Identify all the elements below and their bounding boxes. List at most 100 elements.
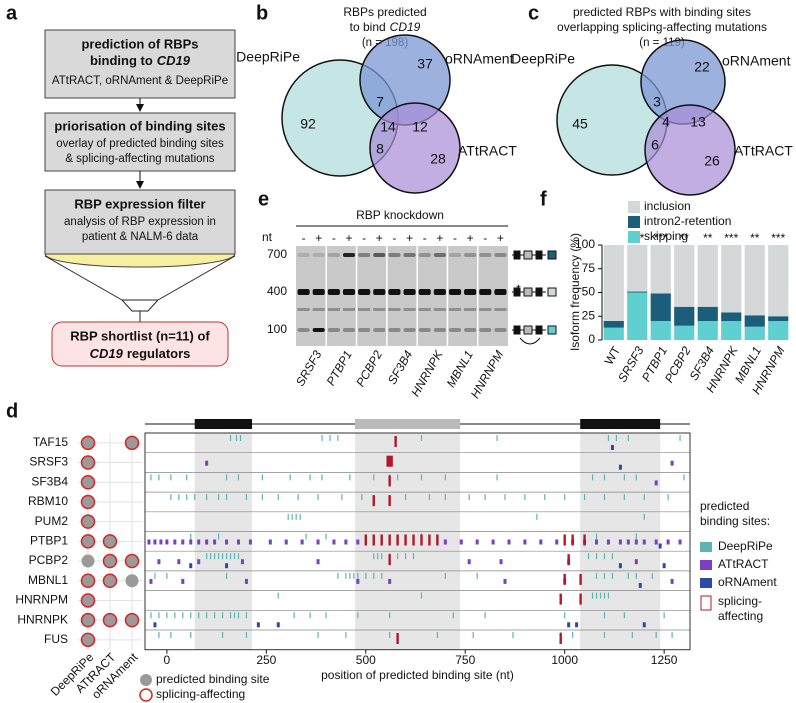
binding-site <box>491 539 495 545</box>
band <box>373 253 386 257</box>
rbp-label: SRSF3 <box>29 455 68 469</box>
binding-site <box>539 539 543 545</box>
lane-sign: + <box>406 231 413 245</box>
binding-site <box>337 435 339 441</box>
box-title: binding to CD19 <box>90 53 191 68</box>
count: 4 <box>662 114 670 130</box>
gene-label: PTBP1 <box>324 348 355 388</box>
legend-label: splicing-affecting <box>156 687 245 701</box>
bar-segment <box>603 321 624 328</box>
binding-site <box>603 572 606 579</box>
binding-site <box>444 474 446 481</box>
binding-site <box>295 513 297 520</box>
lane-sign: - <box>453 231 457 245</box>
binding-site <box>599 592 602 599</box>
binding-site <box>572 632 574 638</box>
band <box>464 253 477 257</box>
matrix-dot <box>102 534 118 549</box>
binding-site <box>197 539 201 545</box>
band <box>418 308 431 311</box>
legend-swatch <box>628 216 640 228</box>
significance: ** <box>680 231 690 245</box>
band <box>297 253 310 257</box>
binding-site <box>166 612 168 619</box>
band <box>479 289 492 295</box>
binding-site <box>291 513 293 520</box>
box <box>44 29 236 99</box>
splicing-site <box>563 573 566 585</box>
binding-site <box>679 435 681 441</box>
set-label: DeepRiPe <box>236 49 300 65</box>
binding-site <box>583 494 586 501</box>
splicing-site <box>386 455 389 467</box>
band <box>479 328 492 332</box>
binding-site <box>325 612 327 619</box>
lane-sign: + <box>345 231 352 245</box>
binding-site <box>181 578 185 584</box>
binding-site <box>512 632 514 638</box>
binding-site <box>186 474 188 481</box>
box-text: ATtRACT, oRNAment & DeepRiPe <box>52 75 228 87</box>
band <box>358 308 371 311</box>
binding-site <box>229 553 232 560</box>
binding-site <box>165 539 169 545</box>
matrix-dot <box>80 612 96 628</box>
band <box>433 253 446 257</box>
x-tick-label: 250 <box>256 653 276 667</box>
band <box>448 289 462 295</box>
gel <box>296 246 508 346</box>
band <box>464 328 477 332</box>
binding-site <box>174 612 176 619</box>
binding-site <box>611 572 614 579</box>
binding-site <box>316 539 320 545</box>
text: regulators <box>127 346 191 361</box>
band <box>494 328 507 332</box>
binding-site <box>504 494 506 501</box>
binding-site <box>233 612 236 619</box>
band <box>297 289 310 295</box>
count: 28 <box>430 151 446 167</box>
binding-site <box>245 632 248 638</box>
bar-segment <box>650 245 671 294</box>
binding-site <box>595 592 598 599</box>
x-tick-label: 500 <box>356 653 376 667</box>
binding-site <box>631 632 633 638</box>
band <box>358 253 371 257</box>
matrix-dot <box>124 435 140 451</box>
band <box>494 289 507 295</box>
gene-label: SF3B4 <box>385 348 416 387</box>
binding-site <box>205 460 209 466</box>
bar-segment <box>721 321 742 340</box>
binding-site <box>349 572 351 579</box>
binding-site <box>606 539 610 545</box>
binding-site <box>225 474 228 481</box>
splicing-site <box>396 534 399 546</box>
binding-site <box>420 435 423 441</box>
splicing-site <box>372 534 375 546</box>
binding-site <box>389 632 391 638</box>
binding-site <box>197 559 201 565</box>
binding-site <box>623 474 625 481</box>
lane-sign: - <box>332 231 336 245</box>
binding-site <box>555 539 559 545</box>
bar-segment <box>721 245 742 313</box>
band <box>418 253 431 257</box>
binding-site <box>305 533 307 540</box>
binding-site <box>635 474 637 481</box>
binding-site <box>268 539 272 545</box>
legend-label: DeepRiPe <box>718 539 773 553</box>
binding-site <box>210 553 212 560</box>
legend-title: predicted <box>700 499 749 513</box>
binding-site <box>642 539 646 545</box>
binding-site <box>229 435 232 441</box>
bar-segment <box>768 321 789 340</box>
splicing-site <box>394 436 397 447</box>
binding-site <box>248 539 252 545</box>
binding-site <box>603 474 606 481</box>
binding-site <box>587 553 590 560</box>
matrix-dot <box>80 573 96 588</box>
binding-site <box>309 474 311 481</box>
binding-site <box>159 539 163 545</box>
binding-site <box>476 572 478 579</box>
